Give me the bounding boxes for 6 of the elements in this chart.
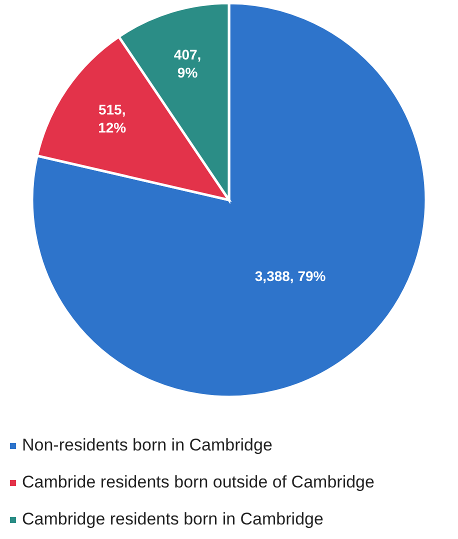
legend-label: Cambride residents born outside of Cambridge xyxy=(22,472,374,492)
legend-label: Non-residents born in Cambridge xyxy=(22,435,272,454)
legend-label: Cambridge residents born in Cambridge xyxy=(22,509,324,528)
data-label: 3,388, 79% xyxy=(254,268,326,284)
data-label: 515, 12% xyxy=(98,101,127,136)
data-label: 407, 9% xyxy=(174,46,202,80)
